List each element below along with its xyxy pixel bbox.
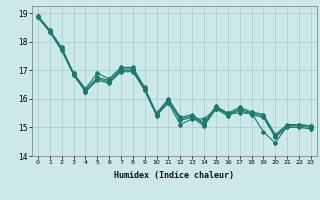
X-axis label: Humidex (Indice chaleur): Humidex (Indice chaleur) — [115, 171, 234, 180]
